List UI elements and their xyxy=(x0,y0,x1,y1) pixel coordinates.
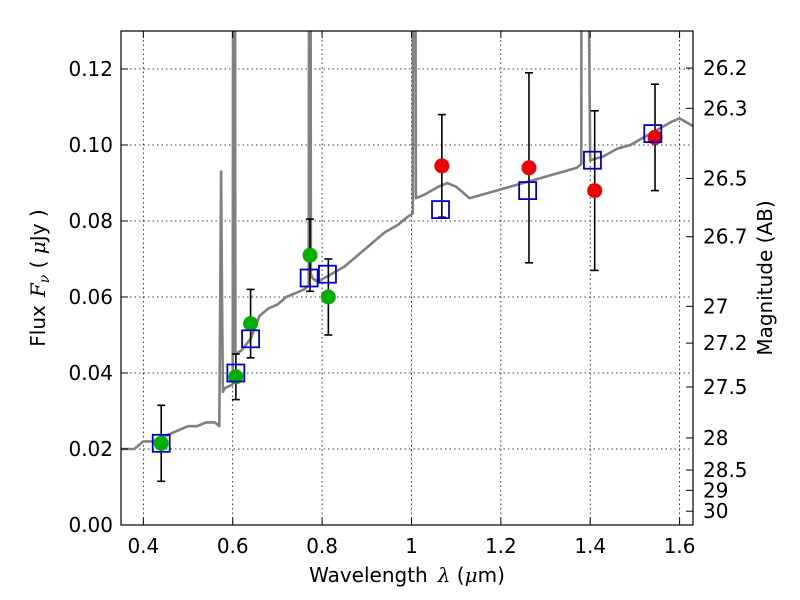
tick-labels: 0.4 0.6 0.8 1 1.2 1.4 1.6 0.00 0.02 0.04 0.06 0.08 0… xyxy=(68,56,747,558)
point-layer xyxy=(153,129,663,451)
red-data-point xyxy=(647,129,663,145)
ticks xyxy=(121,31,693,526)
x-tick-label: 1 xyxy=(405,534,418,558)
y-tick-label: 0.02 xyxy=(68,437,113,461)
model-box-marker xyxy=(151,433,171,453)
x-tick-label: 0.6 xyxy=(217,534,249,558)
magnitude-tick-label: 29 xyxy=(703,478,728,502)
magnitude-tick-label: 28.5 xyxy=(703,458,748,482)
magnitude-tick-label: 27 xyxy=(703,294,728,318)
x-tick-label: 1.6 xyxy=(664,534,696,558)
plot-frame xyxy=(120,30,694,526)
model-box-marker xyxy=(241,329,260,349)
y-tick-label: 0.08 xyxy=(68,209,113,233)
magnitude-tick-label: 26.3 xyxy=(703,96,748,120)
x-tick-label: 1.4 xyxy=(574,534,606,558)
y-tick-label: 0.10 xyxy=(68,133,113,157)
model-spectrum-layer xyxy=(121,31,693,451)
magnitude-tick-label: 28 xyxy=(703,426,728,450)
magnitude-tick-label: 30 xyxy=(703,499,728,523)
magnitude-tick-label: 26.7 xyxy=(703,225,748,249)
y-axis-label: FluxFν ( μJy ) xyxy=(26,209,53,346)
model-box-marker xyxy=(431,200,450,220)
magnitude-axis-label: Magnitude (AB) xyxy=(753,200,777,355)
magnitude-tick-label: 26.5 xyxy=(703,166,748,190)
green-data-point xyxy=(302,247,318,263)
y-tick-label: 0.04 xyxy=(68,361,113,385)
model-spectrum-line xyxy=(121,31,693,451)
model-box-marker xyxy=(226,363,246,383)
magnitude-tick-label: 27.2 xyxy=(703,331,748,355)
model-box-marker xyxy=(583,150,602,170)
model-box-marker xyxy=(299,268,319,288)
green-data-point xyxy=(243,316,259,332)
red-data-point xyxy=(521,160,537,176)
green-data-point xyxy=(153,435,169,451)
y-tick-label: 0.12 xyxy=(68,57,113,81)
model-box-layer xyxy=(151,124,663,453)
model-box-marker xyxy=(318,264,337,284)
red-data-point xyxy=(587,183,603,199)
green-data-point xyxy=(228,369,244,385)
x-tick-label: 0.4 xyxy=(127,534,159,558)
y-tick-label: 0.06 xyxy=(68,285,113,309)
magnitude-tick-label: 27.5 xyxy=(703,375,748,399)
model-box-marker xyxy=(518,181,538,201)
magnitude-tick-label: 26.2 xyxy=(703,56,748,80)
y-tick-label: 0.00 xyxy=(68,513,113,537)
model-box-marker xyxy=(643,124,663,143)
red-data-point xyxy=(434,158,450,174)
plot-background xyxy=(121,31,693,525)
x-tick-label: 1.2 xyxy=(485,534,517,558)
x-axis-label: Wavelength λ (μm) xyxy=(309,563,505,587)
green-data-point xyxy=(320,289,336,305)
x-tick-label: 0.8 xyxy=(306,534,338,558)
